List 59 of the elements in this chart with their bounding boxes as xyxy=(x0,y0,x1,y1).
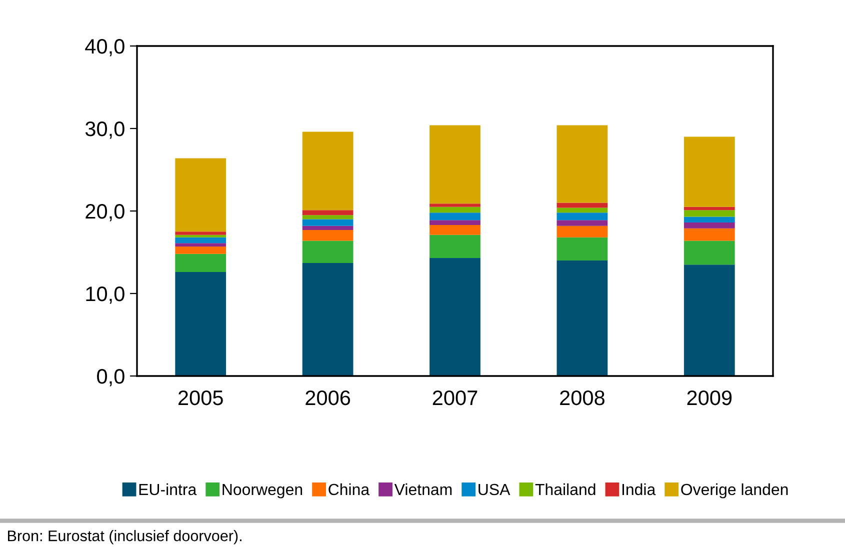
bar xyxy=(302,210,354,216)
bar xyxy=(556,226,608,238)
bar xyxy=(302,215,354,220)
x-tick-label: 2009 xyxy=(687,390,732,406)
legend-label: USA xyxy=(478,484,510,496)
bar xyxy=(684,210,735,217)
bar xyxy=(430,204,480,207)
y-tick-label: 0,0 xyxy=(97,369,124,386)
bar xyxy=(175,232,226,235)
bar xyxy=(556,237,608,260)
bar xyxy=(684,216,735,223)
legend-label: Noorwegen xyxy=(222,484,302,498)
bar xyxy=(430,225,480,235)
y-tick-label: 30,0 xyxy=(85,122,124,139)
bar xyxy=(684,136,735,207)
y-tick-label: 10,0 xyxy=(86,286,124,304)
bar xyxy=(302,226,354,230)
legend-label: Vietnam xyxy=(394,483,452,496)
bar xyxy=(684,240,735,265)
bar xyxy=(175,246,226,254)
bar xyxy=(684,228,735,241)
bar xyxy=(430,206,480,213)
bar xyxy=(430,258,480,376)
x-tick-label: 2006 xyxy=(306,390,350,406)
bar xyxy=(175,234,226,238)
bar xyxy=(684,206,735,210)
bar xyxy=(175,158,226,232)
bar xyxy=(430,125,480,204)
bar xyxy=(556,220,608,226)
bar xyxy=(302,262,354,376)
bar xyxy=(430,220,480,226)
bar xyxy=(302,132,354,210)
bar xyxy=(430,234,480,258)
bar xyxy=(175,254,226,272)
legend-label: Overige landen xyxy=(681,483,788,498)
text: Bron: Eurostat (inclusief doorvoer). xyxy=(8,530,242,544)
x-tick-label: 2008 xyxy=(560,390,604,406)
x-tick-label: 2007 xyxy=(432,390,478,406)
y-tick-label: 20,0 xyxy=(86,204,124,222)
x-tick-label: 2005 xyxy=(178,390,223,406)
bar xyxy=(556,208,608,213)
bar xyxy=(556,202,608,208)
bar xyxy=(302,230,354,241)
bar xyxy=(684,264,735,376)
legend-label: India xyxy=(622,483,656,496)
legend-label: EU-intra xyxy=(139,483,197,496)
bar xyxy=(302,219,354,226)
bar xyxy=(175,243,226,246)
bar xyxy=(556,125,608,203)
legend-label: Thailand xyxy=(535,483,596,496)
bar xyxy=(556,260,608,376)
legend-label: China xyxy=(328,483,370,496)
y-tick-label: 40,0 xyxy=(85,39,124,56)
bar xyxy=(430,212,480,220)
bar xyxy=(684,222,735,228)
bar xyxy=(175,272,226,376)
bar xyxy=(302,240,354,263)
bar xyxy=(175,237,226,244)
bar xyxy=(556,212,608,220)
